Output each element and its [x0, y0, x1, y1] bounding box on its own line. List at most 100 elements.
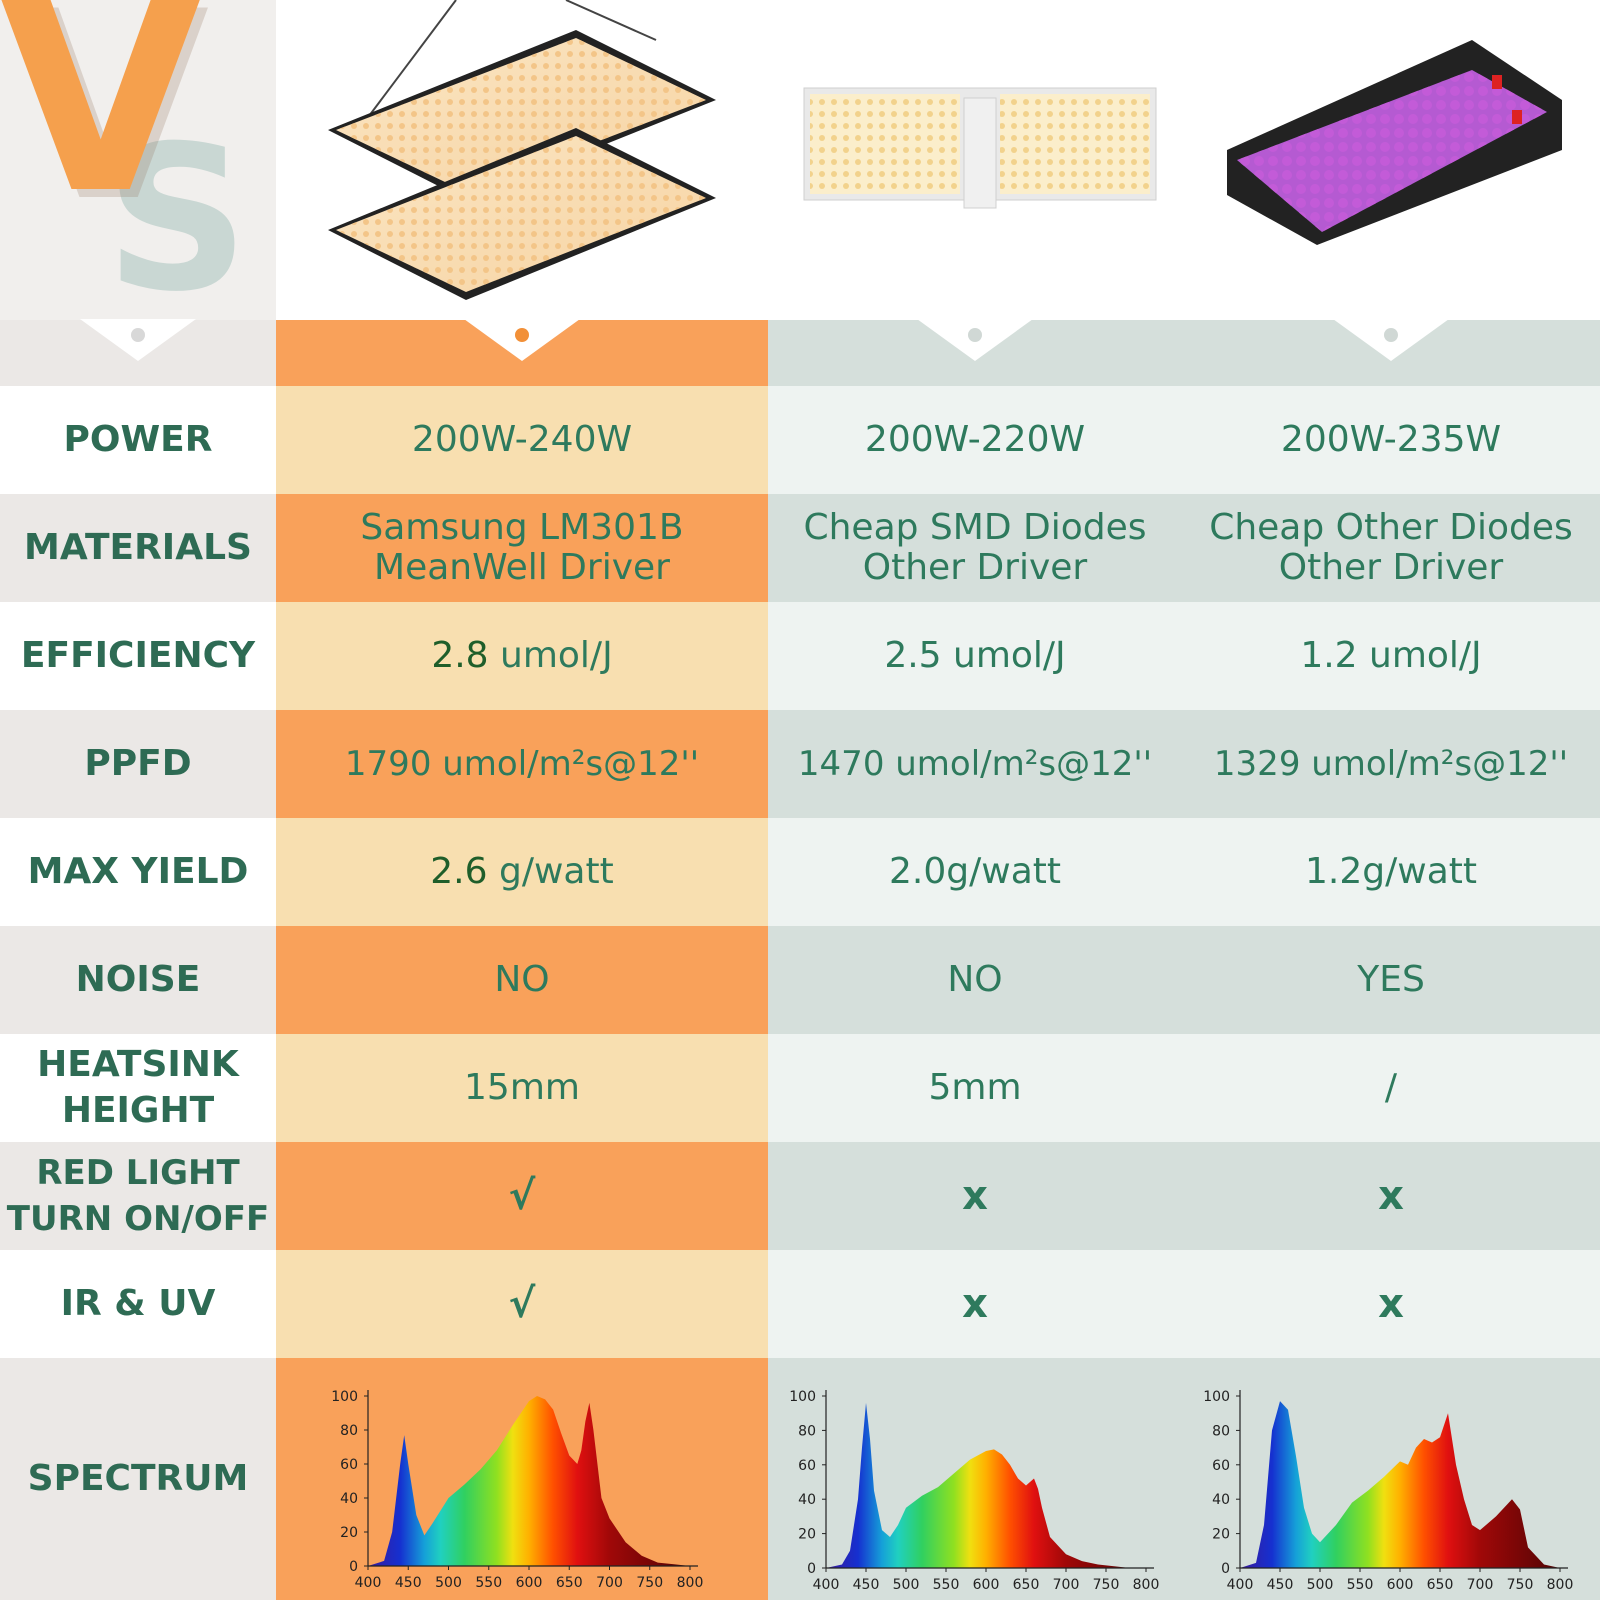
x-tick-label: 400	[355, 1575, 382, 1591]
x-tick-label: 650	[1013, 1577, 1040, 1593]
cross-mark: x	[1182, 1142, 1600, 1250]
cross-mark: x	[768, 1142, 1182, 1250]
value-competitor-b: YES	[1182, 926, 1600, 1034]
header-ours	[276, 319, 768, 386]
row-label: RED LIGHT TURN ON/OFF	[0, 1142, 276, 1250]
x-tick-label: 500	[1307, 1577, 1334, 1593]
value-competitor-a: 5mm	[768, 1034, 1182, 1142]
table-row-max-yield: MAX YIELD 2.6 g/watt 2.0g/watt 1.2g/watt	[0, 818, 1600, 926]
y-tick-label: 100	[1203, 1389, 1230, 1405]
y-tick-label: 100	[789, 1389, 816, 1405]
x-tick-label: 650	[556, 1575, 583, 1591]
value-ours: NO	[276, 926, 768, 1034]
y-tick-label: 20	[798, 1527, 816, 1543]
y-tick-label: 40	[340, 1491, 358, 1507]
x-tick-label: 550	[475, 1575, 502, 1591]
value-competitor-b: Cheap Other Diodes Other Driver	[1182, 494, 1600, 602]
value-number: 2.8	[431, 635, 489, 676]
x-tick-label: 700	[1053, 1577, 1080, 1593]
table-row-noise: NOISE NO NO YES	[0, 926, 1600, 1034]
x-tick-label: 550	[1347, 1577, 1374, 1593]
y-tick-label: 60	[340, 1457, 358, 1473]
value-competitor-b: /	[1182, 1034, 1600, 1142]
spectrum-cell-competitor-b: 400 450 500 550 600 650 700 750 800 0 20 40 60 80 100	[1182, 1358, 1600, 1600]
table-row-ppfd: PPFD 1790 umol/m²s@12'' 1470 umol/m²s@12…	[0, 710, 1600, 818]
value-unit: umol/J	[488, 635, 613, 676]
x-tick-label: 750	[1507, 1577, 1534, 1593]
check-mark: √	[276, 1142, 768, 1250]
header-dot	[131, 328, 145, 342]
row-label: HEATSINK HEIGHT	[0, 1034, 276, 1142]
value-competitor-b: 1.2g/watt	[1182, 818, 1600, 926]
row-label-line: RED LIGHT	[36, 1153, 240, 1193]
y-tick-label: 40	[1212, 1492, 1230, 1508]
white-quantum-board-led-panel-icon	[803, 87, 1157, 209]
value-ours: 200W-240W	[276, 386, 768, 494]
header-competitor-b	[1182, 319, 1600, 386]
y-tick-label: 60	[1212, 1458, 1230, 1474]
cross-mark: x	[1182, 1250, 1600, 1358]
x-tick-label: 400	[813, 1577, 840, 1593]
x-tick-label: 450	[395, 1575, 422, 1591]
value-line: Other Driver	[862, 547, 1088, 588]
table-row-power: POWER 200W-240W 200W-220W 200W-235W	[0, 386, 1600, 494]
x-tick-label: 800	[1547, 1577, 1574, 1593]
value-competitor-a: 2.5 umol/J	[768, 602, 1182, 710]
y-tick-label: 0	[349, 1559, 358, 1575]
value-competitor-a: NO	[768, 926, 1182, 1034]
spectrum-cell-competitor-a: 400 450 500 550 600 650 700 750 800 0 20 40 60 80 100	[768, 1358, 1182, 1600]
x-tick-label: 700	[1467, 1577, 1494, 1593]
value-line: Samsung LM301B	[360, 507, 684, 548]
row-label: IR & UV	[0, 1250, 276, 1358]
header-competitor-a	[768, 319, 1182, 386]
y-tick-label: 0	[807, 1561, 816, 1577]
row-label: POWER	[0, 386, 276, 494]
vs-logo-v: V	[0, 0, 202, 251]
table-row-red-light-toggle: RED LIGHT TURN ON/OFF √ x x	[0, 1142, 1600, 1250]
spectrum-area	[368, 1396, 690, 1566]
table-row-ir-uv: IR & UV √ x x	[0, 1250, 1600, 1358]
header-dot	[1384, 328, 1398, 342]
x-tick-label: 500	[893, 1577, 920, 1593]
black-purple-blurple-led-panel-icon	[1227, 40, 1562, 245]
value-ours: 15mm	[276, 1034, 768, 1142]
row-label: MAX YIELD	[0, 818, 276, 926]
row-label: SPECTRUM	[0, 1358, 276, 1600]
y-tick-label: 100	[331, 1389, 358, 1405]
row-label: PPFD	[0, 710, 276, 818]
y-tick-label: 20	[340, 1525, 358, 1541]
x-tick-label: 700	[596, 1575, 623, 1591]
x-tick-label: 450	[1267, 1577, 1294, 1593]
value-ours: 2.6 g/watt	[276, 818, 768, 926]
row-label: NOISE	[0, 926, 276, 1034]
row-label-line: HEIGHT	[61, 1090, 215, 1131]
x-tick-label: 750	[636, 1575, 663, 1591]
stacked-quantum-board-led-panels-icon	[328, 0, 716, 300]
header-dot	[515, 328, 529, 342]
row-label-line: HEATSINK	[37, 1044, 239, 1085]
vs-logo: S V	[0, 0, 276, 320]
header-label-cell	[0, 319, 276, 386]
value-line: Other Driver	[1278, 547, 1504, 588]
cross-mark: x	[768, 1250, 1182, 1358]
x-tick-label: 650	[1427, 1577, 1454, 1593]
x-tick-label: 600	[973, 1577, 1000, 1593]
value-competitor-a: Cheap SMD Diodes Other Driver	[768, 494, 1182, 602]
y-tick-label: 80	[798, 1423, 816, 1439]
product-image-ours	[276, 0, 768, 320]
spectrum-chart-competitor-a: 400 450 500 550 600 650 700 750 800 0 20 40 60 80 100	[789, 1389, 1159, 1593]
spectrum-area	[1240, 1401, 1560, 1568]
value-ours: 1790 umol/m²s@12''	[276, 710, 768, 818]
x-tick-label: 500	[435, 1575, 462, 1591]
value-ours: Samsung LM301B MeanWell Driver	[276, 494, 768, 602]
value-competitor-a: 200W-220W	[768, 386, 1182, 494]
value-ours: 2.8 umol/J	[276, 602, 768, 710]
value-competitor-b: 1329 umol/m²s@12''	[1182, 710, 1600, 818]
row-label: EFFICIENCY	[0, 602, 276, 710]
y-tick-label: 0	[1221, 1561, 1230, 1577]
vs-logo-s: S	[105, 103, 250, 320]
product-image-competitor-a	[768, 0, 1182, 320]
spectrum-chart-competitor-b: 400 450 500 550 600 650 700 750 800 0 20 40 60 80 100	[1203, 1389, 1574, 1593]
y-tick-label: 80	[1212, 1423, 1230, 1439]
x-tick-label: 600	[516, 1575, 543, 1591]
